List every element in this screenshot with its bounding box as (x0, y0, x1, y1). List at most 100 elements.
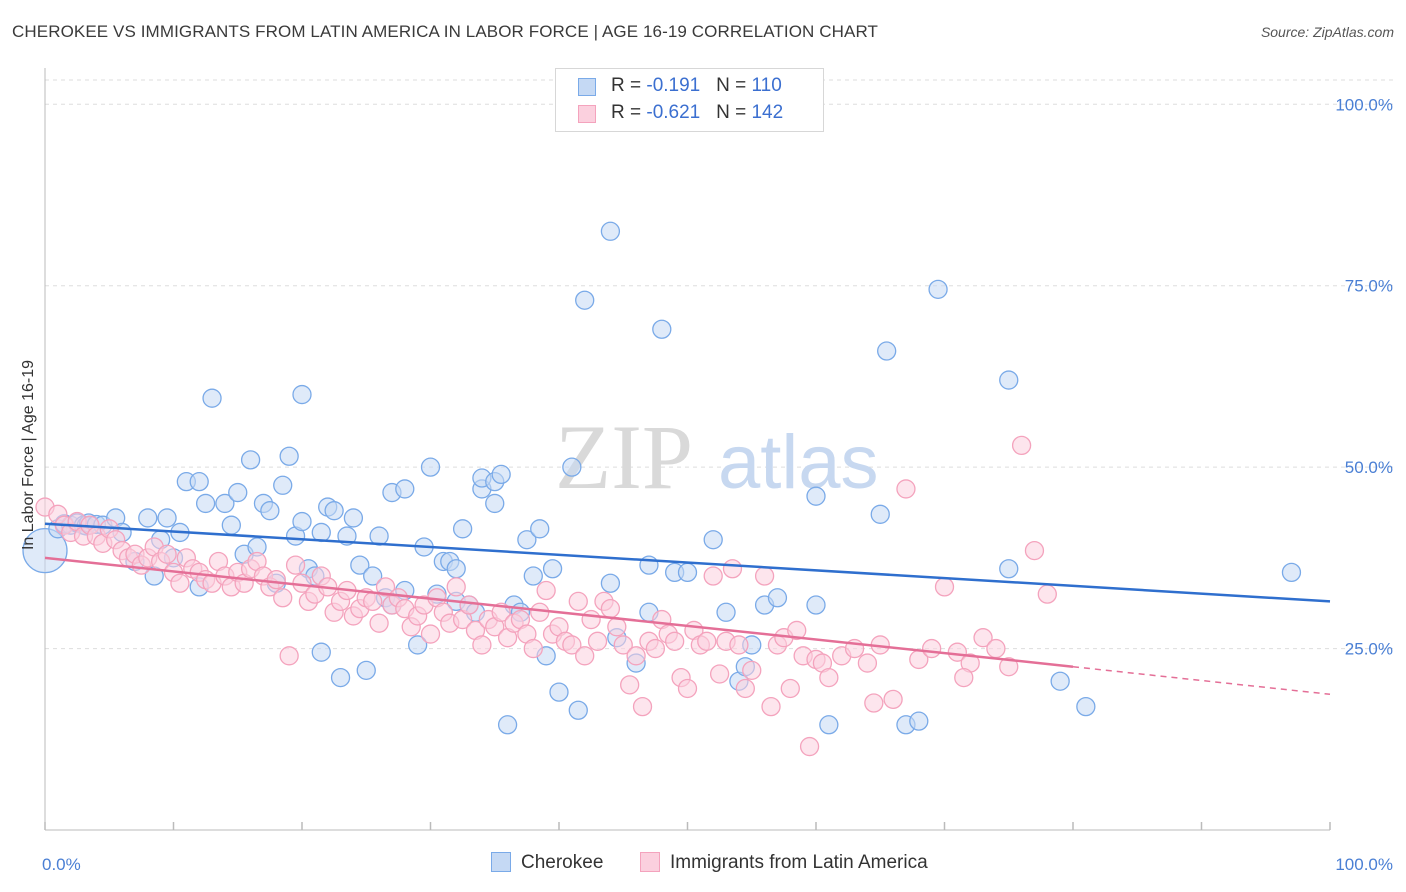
cherokee-point (677, 562, 698, 583)
cherokee-point (568, 700, 588, 720)
cherokee-point (928, 279, 948, 299)
latin-america-point (729, 635, 749, 655)
latin-america-point (973, 628, 993, 648)
y-tick-label: 100.0% (1335, 95, 1393, 114)
latin-america-point (787, 620, 807, 641)
cherokee-point (549, 682, 569, 702)
latin-america-point (799, 736, 820, 757)
cherokee-point (350, 555, 370, 575)
cherokee-point (575, 290, 595, 310)
cherokee-point (517, 530, 537, 550)
x-tick-label: 0.0% (42, 855, 81, 874)
latin-america-point (780, 678, 800, 699)
cherokee-point (221, 515, 241, 535)
latin-america-point (369, 613, 389, 633)
cherokee-point (273, 475, 293, 495)
latin-america-point (170, 573, 190, 593)
y-tick-label: 50.0% (1345, 458, 1393, 477)
latin-america-point (581, 609, 601, 630)
latin-america-point (1037, 584, 1057, 604)
cherokee-point (22, 527, 68, 574)
legend-r-label: R = (611, 75, 647, 96)
latin-america-point (613, 635, 633, 655)
x-tick-labels: 0.0% 100.0% (42, 855, 1393, 874)
latin-america-point (266, 569, 286, 590)
latin-america-point (677, 678, 698, 699)
watermark-zip: ZIP (555, 406, 693, 508)
latin-america-point (607, 617, 627, 637)
latin-america-point (472, 635, 492, 655)
latin-america-point (954, 667, 974, 688)
correlation-legend: R = -0.191 N = 110 R = -0.621 N = 142 (555, 68, 824, 132)
latin-america-point (709, 664, 730, 684)
cherokee-point (215, 493, 235, 514)
legend-r-value: -0.621 (646, 102, 701, 123)
y-axis-title: In Labor Force | Age 16-19 (20, 360, 37, 550)
latin-america-point (568, 591, 588, 612)
bottom-legend-label-latin-america: Immigrants from Latin America (670, 852, 928, 873)
legend-r-label: R = (611, 102, 647, 123)
latin-america-point (742, 660, 762, 680)
watermark-atlas: atlas (718, 420, 879, 505)
cherokee-point (600, 573, 621, 593)
cherokee-point (260, 501, 280, 521)
cherokee-point (356, 660, 376, 680)
latin-america-point (722, 559, 743, 579)
latin-america-point (761, 696, 781, 717)
cherokee-point (240, 450, 261, 470)
latin-america-point (562, 635, 582, 655)
cherokee-point (311, 522, 331, 543)
latin-america-point (883, 689, 903, 710)
cherokee-point (279, 446, 299, 466)
latin-america-point (273, 588, 293, 608)
cherokee-point (189, 472, 209, 492)
latin-america-point (285, 555, 306, 575)
legend-swatch-latin-america (578, 105, 596, 123)
bottom-legend-cherokee: Cherokee (491, 852, 603, 876)
latin-america-point (620, 675, 640, 695)
latin-america-point (864, 693, 884, 713)
cherokee-point (485, 493, 505, 514)
cherokee-point (819, 715, 839, 735)
latin-america-point (459, 595, 479, 615)
bottom-legend-swatch-latin-america (640, 852, 660, 872)
cherokee-point (157, 508, 177, 528)
cherokee-point (420, 457, 441, 477)
bottom-legend-label-cherokee: Cherokee (521, 852, 604, 873)
latin-america-point (1011, 435, 1032, 456)
cherokee-point (652, 319, 672, 339)
latin-america-point (754, 566, 775, 586)
latin-america-point (536, 580, 556, 601)
latin-america-point (986, 638, 1006, 659)
cherokee-point (491, 464, 511, 485)
latin-america-point (819, 667, 839, 688)
latin-america-point (1024, 540, 1045, 561)
cherokee-point (363, 566, 383, 586)
cherokee-point (395, 479, 415, 499)
latin-america-point (446, 577, 466, 597)
cherokee-point (446, 559, 466, 579)
latin-america-point (575, 646, 595, 666)
latin-america-point (665, 631, 685, 651)
latin-america-point (999, 657, 1019, 677)
trend-line-latin-america (44, 556, 1074, 668)
cherokee-point (999, 559, 1019, 579)
latin-america-point (420, 624, 441, 644)
cherokee-point (870, 504, 890, 524)
cherokee-point (530, 519, 550, 539)
cherokee-point (716, 602, 736, 622)
latin-america-point (735, 678, 755, 699)
cherokee-point (1050, 671, 1070, 691)
legend-swatch-cherokee (578, 78, 596, 96)
cherokee-point (542, 559, 563, 579)
cherokee-point (999, 370, 1019, 390)
latin-america-point (896, 479, 916, 499)
cherokee-point (343, 508, 364, 528)
cherokee-point (292, 384, 312, 405)
latin-america-point (922, 638, 942, 659)
latin-america-point (645, 638, 666, 659)
cherokee-point (138, 508, 158, 528)
y-tick-labels: 25.0% 50.0% 75.0% 100.0% (1335, 95, 1393, 658)
latin-america-point (697, 631, 717, 651)
latin-america-point (587, 631, 608, 651)
